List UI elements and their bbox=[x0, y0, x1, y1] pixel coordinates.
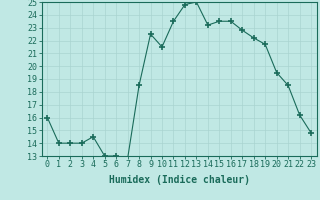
X-axis label: Humidex (Indice chaleur): Humidex (Indice chaleur) bbox=[109, 175, 250, 185]
